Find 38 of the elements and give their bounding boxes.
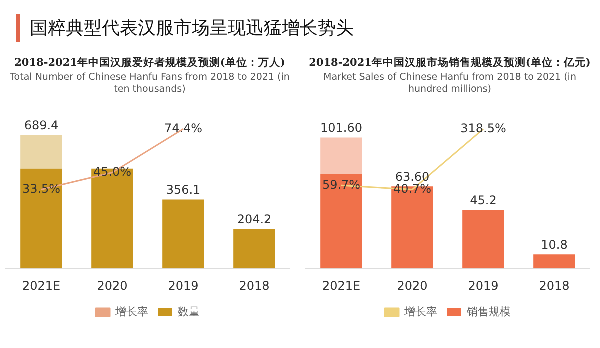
data-label: 63.60 <box>395 170 430 184</box>
bar <box>462 210 504 269</box>
data-label: 204.2 <box>237 212 272 226</box>
chart-title: 2018-2021年中国汉服爱好者规模及预测(单位：万人) <box>14 56 286 70</box>
total-label: 689.4 <box>24 118 59 132</box>
data-label: 59.7% <box>322 178 361 192</box>
data-label: 74.4% <box>164 121 203 136</box>
x-tick-label: 2020 <box>97 278 128 293</box>
x-tick-label: 2021E <box>322 278 361 293</box>
bar <box>320 174 362 269</box>
bar <box>162 200 204 269</box>
legend-label: 增长率 <box>114 305 148 318</box>
x-tick-label: 2018 <box>239 278 270 293</box>
bar <box>534 254 576 269</box>
data-label: 33.5% <box>22 182 61 196</box>
x-tick-label: 2019 <box>168 278 199 293</box>
data-label: 45.2 <box>470 193 497 208</box>
bar <box>20 168 62 269</box>
x-tick-label: 2020 <box>397 278 428 293</box>
bar <box>20 135 62 169</box>
total-label: 101.60 <box>320 120 362 135</box>
text: 国粹典型代表汉服市场呈现迅猛增长势头 <box>30 17 354 40</box>
data-label: 318.5% <box>460 121 506 136</box>
chart-title: 2018-2021年中国汉服市场销售规模及预测(单位：亿元) <box>308 56 592 70</box>
x-tick-label: 2018 <box>539 278 570 293</box>
legend-label: 增长率 <box>404 305 438 318</box>
bar <box>320 138 362 175</box>
data-label: 40.7% <box>393 182 432 196</box>
chart-subtitle: Market Sales of Chinese Hanfu from 2018 to 2021 (in hundred millions) <box>322 72 578 96</box>
bar <box>234 229 276 269</box>
data-label: 10.8 <box>541 238 568 252</box>
legend-label: 销售规模 <box>466 305 511 318</box>
x-tick-label: 2021E <box>22 278 61 293</box>
chart-subtitle: Total Number of Chinese Hanfu Fans from 2018 to 2021 (in ten thousands) <box>10 72 290 96</box>
bar <box>92 168 134 269</box>
legend-label: 数量 <box>178 305 200 318</box>
x-tick-label: 2019 <box>468 278 499 293</box>
data-label: 356.1 <box>166 182 201 197</box>
